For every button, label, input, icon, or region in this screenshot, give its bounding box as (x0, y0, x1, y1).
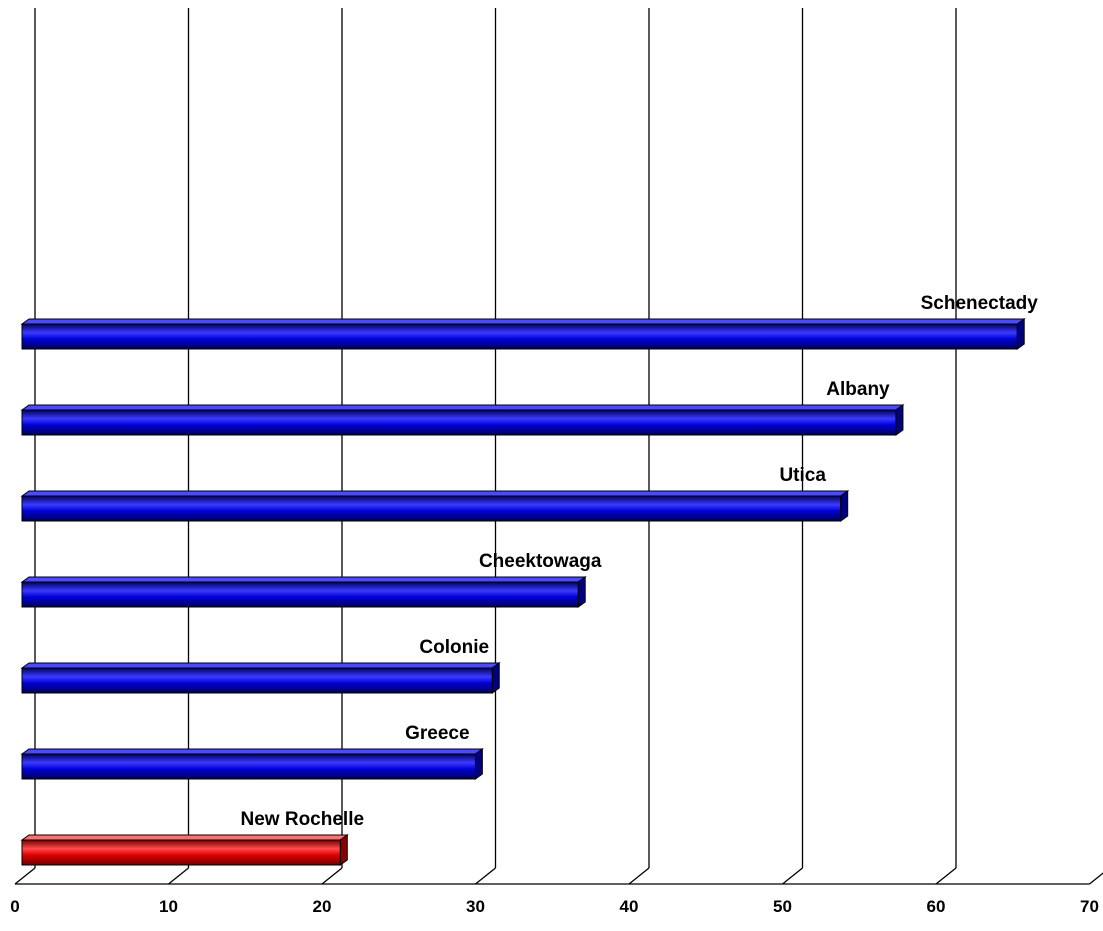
bar-end-face (1016, 318, 1025, 350)
gridlines (34, 8, 957, 868)
x-tick-mark-50 (782, 867, 803, 885)
x-tick-mark-10 (168, 867, 189, 885)
bars (20, 318, 1026, 866)
bar-top-face (20, 576, 587, 583)
bar-front-face (21, 839, 341, 866)
bar-end-face (339, 834, 348, 866)
x-tick-label-70: 70 (1080, 897, 1099, 916)
bar-cheektowaga (20, 576, 587, 608)
bar-top-face (20, 834, 349, 841)
bar-end-face (491, 662, 500, 694)
bar-colonie (20, 662, 501, 694)
x-tick-mark-20 (321, 867, 343, 885)
bar-label-greece: Greece (405, 723, 469, 744)
bar-front-face (21, 409, 897, 436)
x-tick-label-0: 0 (10, 897, 19, 916)
bar-top-face (20, 748, 484, 755)
bar-label-utica: Utica (779, 465, 826, 486)
bar-greece (20, 748, 484, 780)
bar-front-face (21, 581, 579, 608)
x-axis: 0 10 20 30 40 50 60 70 (10, 867, 1103, 916)
x-tick-mark-70 (1089, 872, 1103, 885)
bar-albany (20, 404, 905, 436)
bar-end-face (577, 576, 586, 608)
bar-label-cheektowaga: Cheektowaga (479, 551, 602, 572)
bar-label-colonie: Colonie (419, 637, 489, 658)
bar-utica (20, 490, 850, 522)
bar-label-schenectady: Schenectady (921, 293, 1039, 314)
x-tick-mark-0 (14, 867, 36, 885)
x-tick-label-40: 40 (620, 897, 639, 916)
bar-front-face (21, 667, 493, 694)
bar-end-face (895, 404, 904, 436)
x-tick-label-30: 30 (466, 897, 485, 916)
x-tick-label-10: 10 (159, 897, 178, 916)
bar-label-new-rochelle: New Rochelle (241, 809, 365, 830)
bar-schenectady (20, 318, 1026, 350)
bar-top-face (20, 404, 905, 411)
x-tick-label-50: 50 (773, 897, 792, 916)
bar-labels: Schenectady Albany Utica Cheektowaga Colonie… (241, 293, 1039, 830)
bar-front-face (21, 323, 1018, 350)
bar-end-face (840, 490, 849, 522)
x-tick-mark-60 (935, 867, 957, 885)
bar-top-face (20, 662, 501, 669)
bar-top-face (20, 490, 850, 497)
bar-front-face (21, 495, 842, 522)
bar-label-albany: Albany (826, 379, 890, 400)
x-tick-mark-30 (475, 867, 496, 885)
x-tick-label-20: 20 (313, 897, 332, 916)
x-tick-label-60: 60 (927, 897, 946, 916)
bar-top-face (20, 318, 1026, 325)
bar-front-face (21, 753, 476, 780)
x-tick-mark-40 (628, 867, 650, 885)
bar-end-face (474, 748, 483, 780)
bar-new-rochelle (20, 834, 349, 866)
